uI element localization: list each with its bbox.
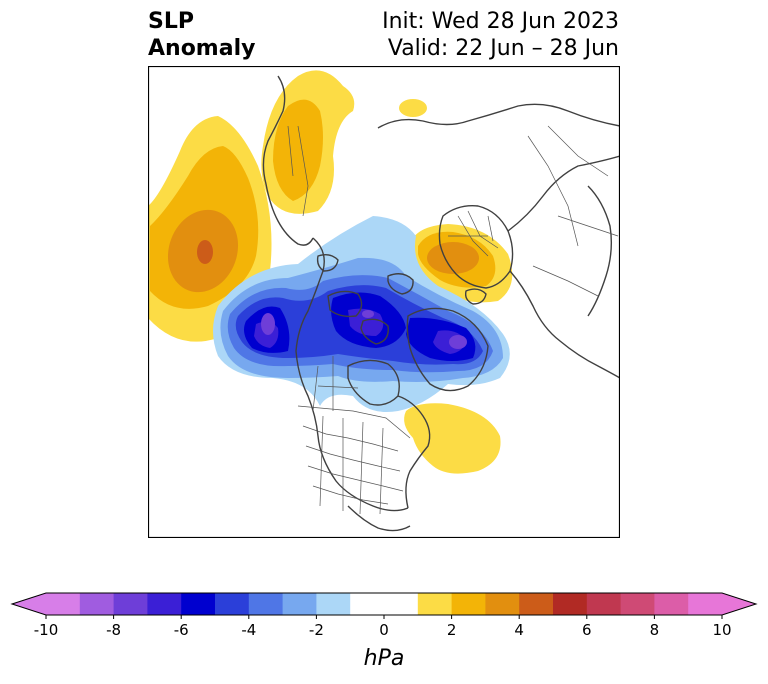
colorbar-swatch xyxy=(316,593,351,615)
colorbar-tick-label: -6 xyxy=(174,621,189,639)
colorbar-swatch xyxy=(113,593,148,615)
colorbar-tick-label: 4 xyxy=(514,621,524,639)
colorbar-tick-label: -4 xyxy=(241,621,256,639)
colorbar-swatch xyxy=(147,593,182,615)
colorbar-tick-label: -10 xyxy=(34,621,59,639)
scandinavia-ridge-anomaly xyxy=(410,224,513,303)
colorbar-swatch xyxy=(485,593,520,615)
colorbar-swatch xyxy=(350,593,419,615)
title-line-2: Anomaly xyxy=(148,36,256,61)
political-borders xyxy=(287,125,619,515)
title-line-1: SLP xyxy=(148,9,194,34)
colorbar-swatch xyxy=(46,593,81,615)
atlantic-ridge-anomaly xyxy=(404,403,501,474)
colorbar-tick-label: -2 xyxy=(309,621,324,639)
colorbar-swatch xyxy=(620,593,655,615)
colorbar-swatch xyxy=(248,593,284,615)
colorbar-units: hPa xyxy=(363,646,405,671)
colorbar-swatch xyxy=(586,593,622,615)
colorbar-swatch xyxy=(181,593,216,615)
colorbar-tick-label: 2 xyxy=(447,621,457,639)
colorbar-ticks: -10 -8 -6 -4 -2 0 2 4 6 8 10 xyxy=(34,615,732,639)
map-title: SLP Anomaly xyxy=(148,8,255,62)
colorbar-swatch xyxy=(519,593,554,615)
colorbar-swatch xyxy=(553,593,588,615)
colorbar-tick-label: 10 xyxy=(712,621,731,639)
colorbar-swatch xyxy=(451,593,486,615)
colorbar-tick-label: 0 xyxy=(379,621,389,639)
colorbar-swatch xyxy=(688,593,723,615)
colorbar-tick-label: 8 xyxy=(650,621,660,639)
trough-anomaly xyxy=(213,216,510,412)
colorbar-extend-low xyxy=(12,593,46,615)
valid-range: Valid: 22 Jun – 28 Jun xyxy=(387,36,619,61)
anomaly-map xyxy=(148,66,620,538)
colorbar-tick-label: -8 xyxy=(106,621,121,639)
colorbar-swatch xyxy=(215,593,250,615)
init-date: Init: Wed 28 Jun 2023 xyxy=(382,9,619,34)
colorbar-swatch xyxy=(282,593,317,615)
colorbar: -10 -8 -6 -4 -2 0 2 4 6 8 10 xyxy=(10,592,758,639)
colorbar-swatch xyxy=(654,593,689,615)
colorbar-extend-high xyxy=(722,593,756,615)
date-info: Init: Wed 28 Jun 2023 Valid: 22 Jun – 28… xyxy=(382,8,619,62)
coastlines xyxy=(262,75,620,532)
colorbar-tick-label: 6 xyxy=(582,621,592,639)
colorbar-swatches xyxy=(10,592,758,616)
colorbar-swatch xyxy=(417,593,453,615)
colorbar-swatch xyxy=(79,593,115,615)
